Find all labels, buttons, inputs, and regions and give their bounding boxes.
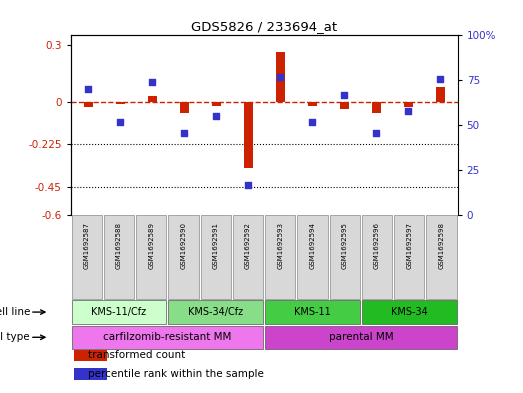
Bar xyxy=(339,102,348,109)
Bar xyxy=(244,102,253,168)
Bar xyxy=(104,215,134,299)
Bar xyxy=(168,215,199,299)
Point xyxy=(436,75,444,82)
Bar xyxy=(298,215,327,299)
Point xyxy=(404,108,412,114)
Text: GSM1692591: GSM1692591 xyxy=(213,222,219,269)
Text: GSM1692587: GSM1692587 xyxy=(84,222,90,269)
Point xyxy=(180,129,188,136)
Point xyxy=(84,86,93,92)
Bar xyxy=(265,215,295,299)
Text: GSM1692589: GSM1692589 xyxy=(148,222,154,269)
Text: KMS-34/Cfz: KMS-34/Cfz xyxy=(188,307,243,317)
Bar xyxy=(136,215,166,299)
Bar xyxy=(276,52,285,102)
Bar xyxy=(201,215,231,299)
Point xyxy=(116,119,124,125)
Text: GSM1692598: GSM1692598 xyxy=(438,222,445,269)
Text: transformed count: transformed count xyxy=(88,350,185,360)
Text: KMS-34: KMS-34 xyxy=(391,307,428,317)
Text: parental MM: parental MM xyxy=(328,332,393,342)
Bar xyxy=(329,215,360,299)
Text: GSM1692593: GSM1692593 xyxy=(277,222,283,269)
Bar xyxy=(308,102,316,105)
Text: GSM1692594: GSM1692594 xyxy=(310,222,315,269)
Bar xyxy=(362,215,392,299)
Bar xyxy=(72,215,102,299)
Text: GSM1692590: GSM1692590 xyxy=(180,222,187,269)
Text: GSM1692597: GSM1692597 xyxy=(406,222,412,269)
Text: carfilzomib-resistant MM: carfilzomib-resistant MM xyxy=(103,332,232,342)
Text: KMS-11: KMS-11 xyxy=(294,307,331,317)
Text: GSM1692592: GSM1692592 xyxy=(245,222,251,269)
Text: cell type: cell type xyxy=(0,332,30,342)
Text: GSM1692595: GSM1692595 xyxy=(342,222,348,269)
Text: GSM1692588: GSM1692588 xyxy=(116,222,122,269)
Bar xyxy=(74,369,107,380)
Text: GSM1692596: GSM1692596 xyxy=(374,222,380,269)
Bar xyxy=(265,326,457,349)
Bar xyxy=(426,215,457,299)
Bar xyxy=(371,102,381,113)
Text: KMS-11/Cfz: KMS-11/Cfz xyxy=(92,307,146,317)
Bar xyxy=(394,215,424,299)
Point xyxy=(212,113,220,119)
Text: percentile rank within the sample: percentile rank within the sample xyxy=(88,369,264,380)
Bar xyxy=(233,215,263,299)
Bar xyxy=(147,96,157,102)
Bar xyxy=(72,301,166,324)
Bar xyxy=(436,86,445,102)
Bar xyxy=(362,301,457,324)
Bar xyxy=(212,102,221,105)
Point xyxy=(148,79,156,85)
Point xyxy=(244,182,252,188)
Point xyxy=(372,129,380,136)
Text: cell line: cell line xyxy=(0,307,30,317)
Bar xyxy=(116,102,124,104)
Bar xyxy=(404,102,413,107)
Title: GDS5826 / 233694_at: GDS5826 / 233694_at xyxy=(191,20,337,33)
Bar xyxy=(180,102,189,113)
Point xyxy=(308,119,316,125)
Bar xyxy=(168,301,263,324)
Bar xyxy=(72,326,263,349)
Bar xyxy=(74,349,107,361)
Point xyxy=(276,73,285,80)
Bar xyxy=(84,102,93,107)
Bar xyxy=(265,301,360,324)
Point xyxy=(340,92,348,98)
